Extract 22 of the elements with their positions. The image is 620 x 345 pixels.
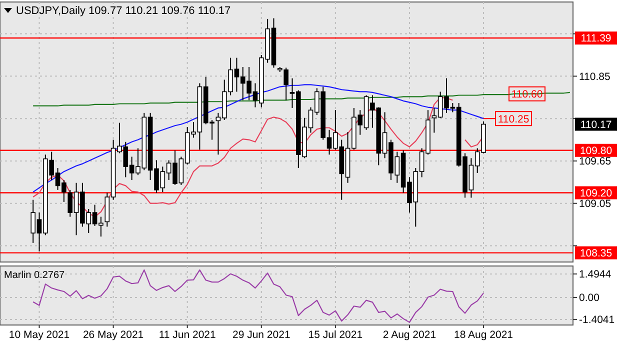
x-tick-label: 2 Aug 2021 [382,329,436,341]
x-tick-label: 26 May 2021 [82,329,144,341]
x-tick-label: 15 Jul 2021 [308,329,363,341]
x-tick-label: 29 Jun 2021 [232,329,290,341]
y-tick-label: 110.85 [579,70,610,83]
x-tick-label: 11 Jun 2021 [158,329,216,341]
y-tick-label: -1.4041 [579,314,615,326]
ref-line-label: 108.35 [580,247,612,260]
chart-title: Marlin 0.2767 [4,270,66,281]
ref-line-label: 109.80 [580,145,612,158]
y-tick-label: 0.00 [579,292,600,304]
chart-title: USDJPY,Daily 109.77 110.21 109.76 110.17 [16,5,231,17]
y-tick-label: 1.4944 [579,268,612,281]
ref-line-label: 111.39 [580,32,612,45]
ref-line-label: 109.20 [580,187,612,200]
y-tick-label: 109.65 [579,156,612,168]
annotation: 110.25 [498,113,530,126]
y-tick-label: 109.05 [579,198,612,210]
annotation: 110.17 [580,118,612,131]
line-series [32,269,484,323]
x-tick-label: 18 Aug 2021 [454,329,514,341]
x-tick-label: 10 May 2021 [8,329,70,341]
